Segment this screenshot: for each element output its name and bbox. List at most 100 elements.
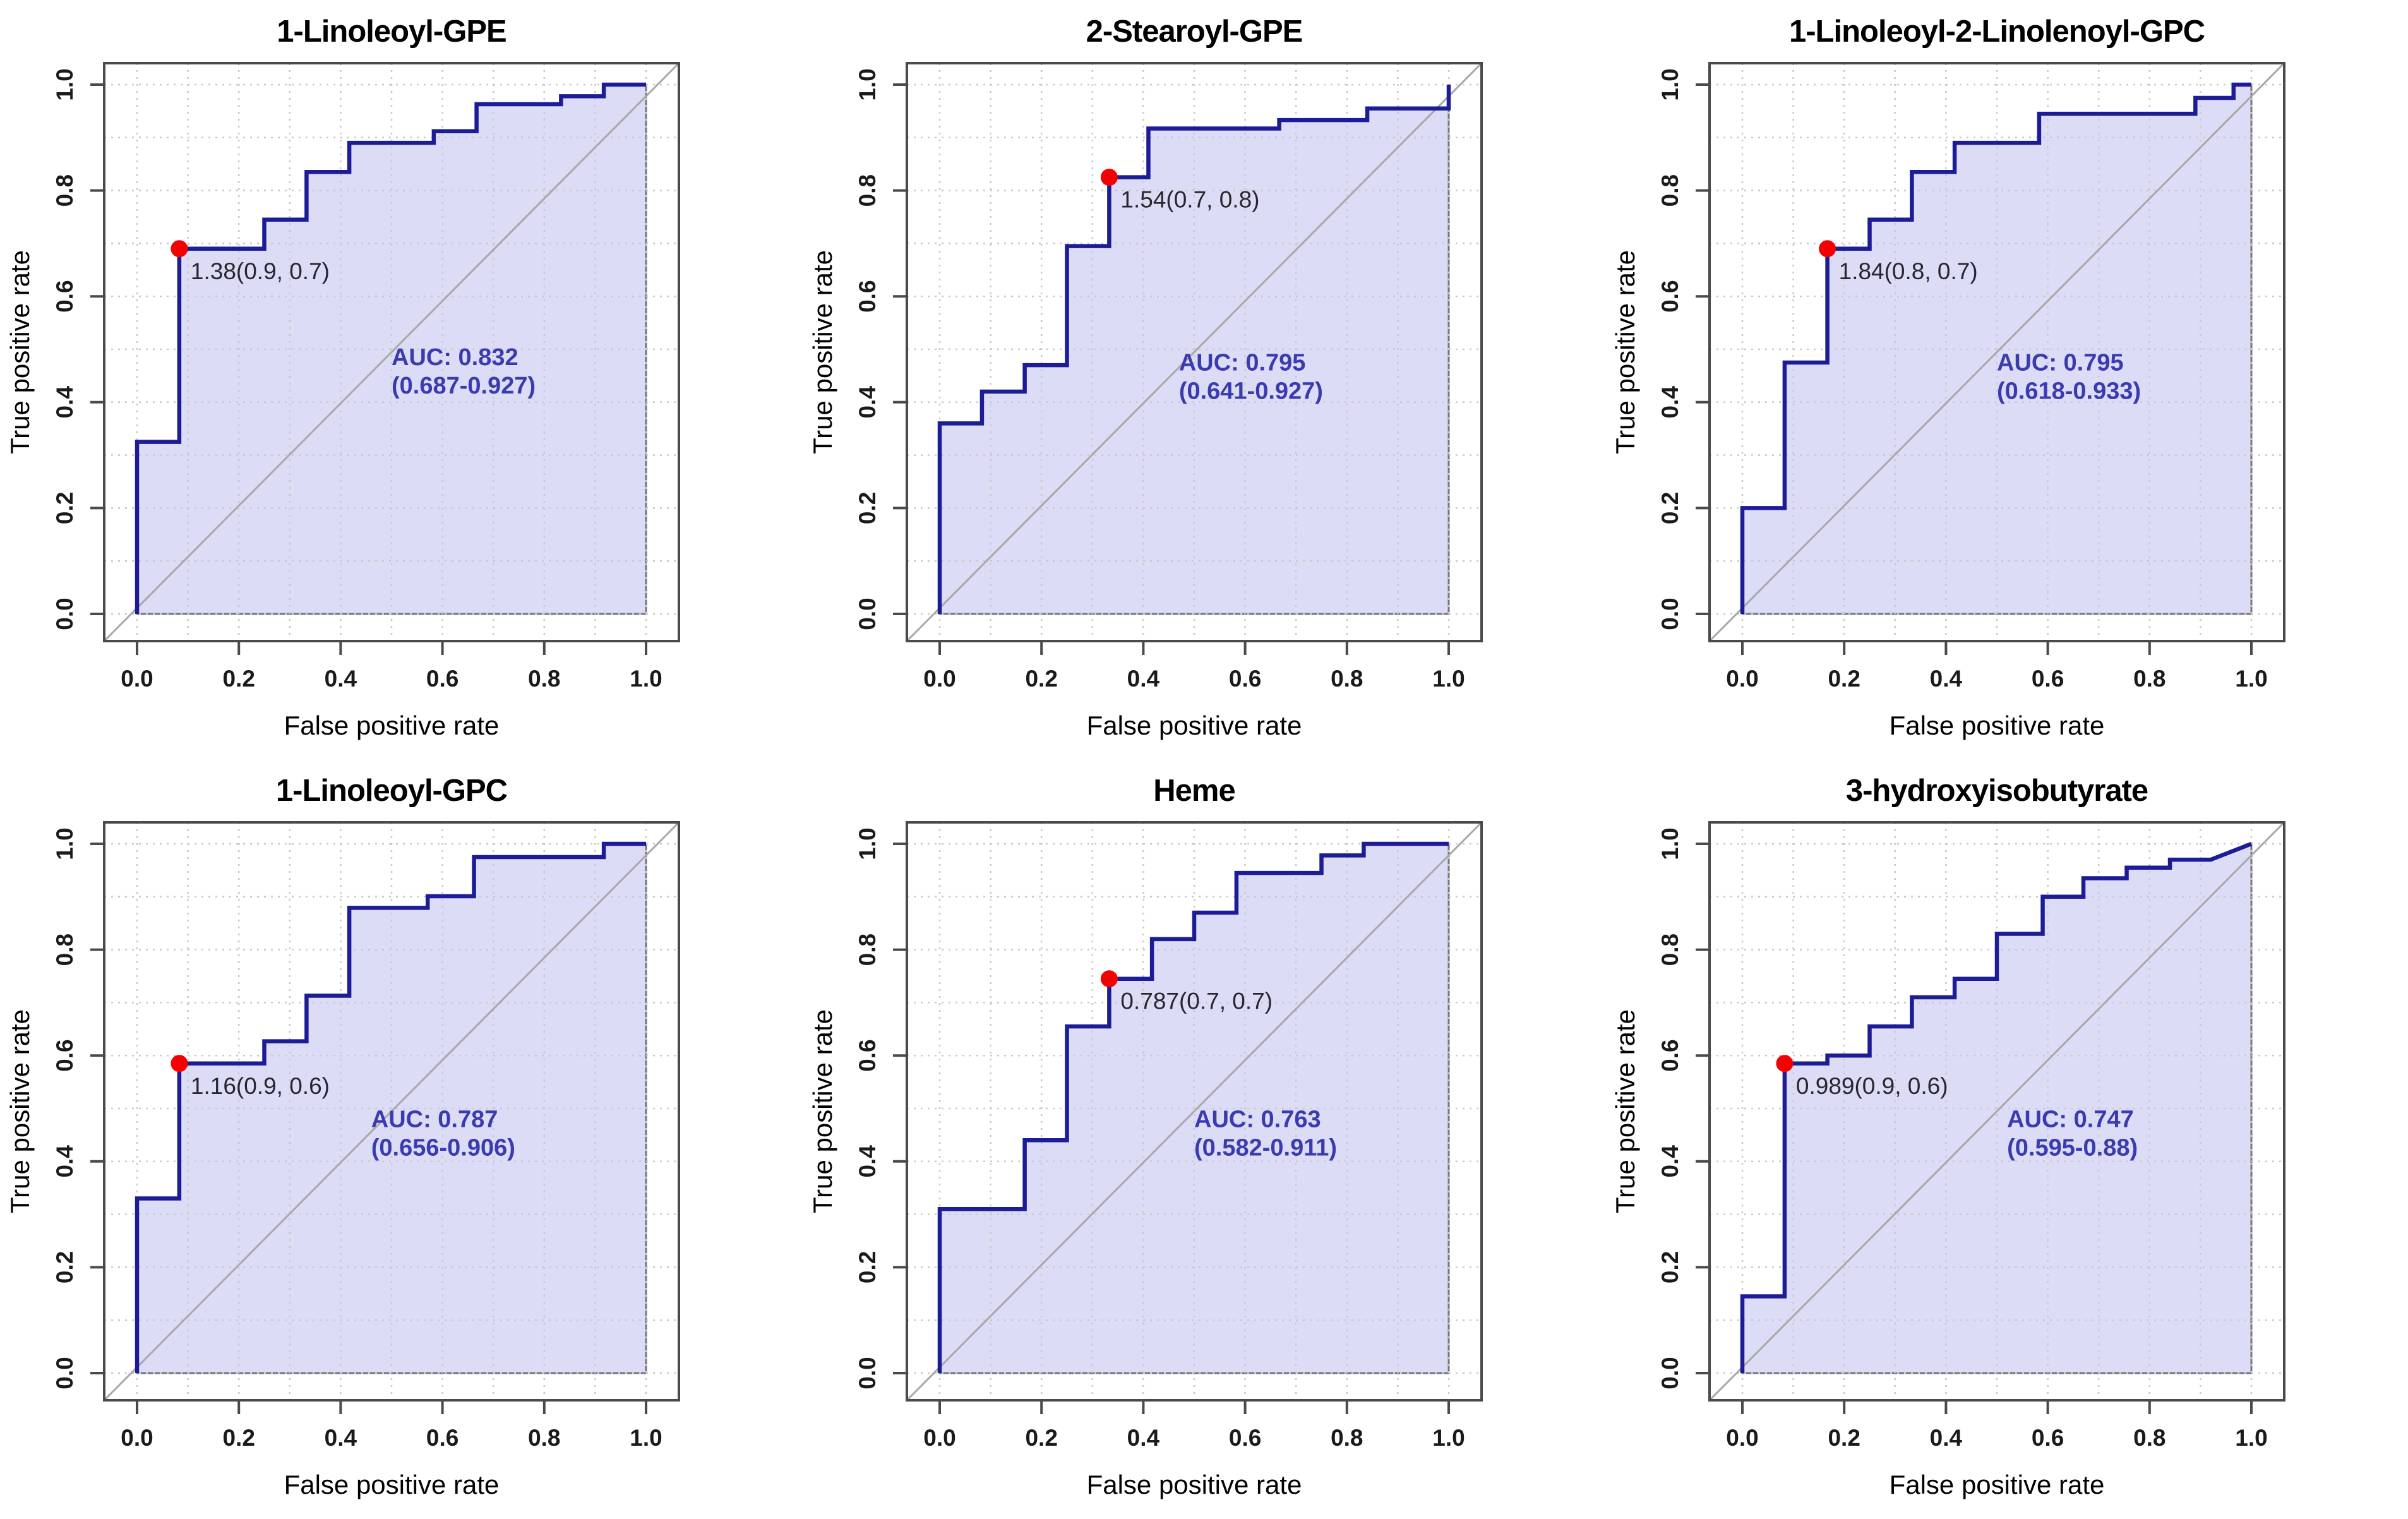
y-tick-label: 0.0	[1657, 1357, 1683, 1389]
x-axis-label: False positive rate	[1087, 711, 1302, 740]
x-tick-label: 0.6	[1229, 1425, 1261, 1451]
roc-plot-svg: 0.0 0.0 0.2 0.2 0.4 0.4 0.6 0.6 0.8 0.8 1.0 1.0 Fals…	[5, 62, 680, 740]
y-tick-label: 0.0	[1657, 597, 1683, 630]
x-axis-label: False positive rate	[1087, 1470, 1302, 1499]
x-tick-label: 0.0	[923, 666, 955, 692]
roc-plot-svg: 0.0 0.0 0.2 0.2 0.4 0.4 0.6 0.6 0.8 0.8 1.0 1.0 Fals…	[808, 62, 1483, 740]
x-tick-label: 0.8	[528, 1425, 560, 1451]
roc-curve	[1740, 82, 2251, 614]
x-tick-label: 0.6	[426, 666, 458, 692]
y-tick-label: 0.0	[52, 597, 78, 630]
x-tick-label: 0.0	[121, 666, 153, 692]
y-axis-label: True positive rate	[5, 1009, 35, 1213]
cutoff-label: 0.989(0.9, 0.6)	[1796, 1073, 1948, 1099]
y-tick-label: 0.0	[854, 597, 880, 630]
y-tick-label: 0.0	[52, 1357, 78, 1389]
y-tick-label: 0.4	[1657, 386, 1683, 419]
x-tick-label: 0.4	[1127, 1425, 1160, 1451]
chart-title: 1-Linoleoyl-GPC	[275, 774, 508, 808]
roc-panel-1: 1-Linoleoyl-GPE 0.0 0.0 0.2 0.2 0.4 0.4 0.6 0.6…	[0, 0, 803, 759]
x-tick-label: 0.2	[1828, 1425, 1860, 1451]
cutoff-label: 1.84(0.8, 0.7)	[1839, 258, 1978, 284]
y-tick-label: 1.0	[52, 68, 78, 100]
y-tick-label: 0.4	[1657, 1145, 1683, 1178]
diagonal-reference-line	[906, 62, 1483, 642]
y-tick-label: 1.0	[1657, 827, 1683, 860]
x-tick-label: 0.2	[1828, 666, 1860, 692]
y-tick-label: 0.8	[854, 934, 880, 966]
x-axis-label: False positive rate	[1890, 1470, 2105, 1499]
x-tick-label: 0.8	[1331, 1425, 1363, 1451]
x-tick-label: 1.0	[630, 666, 662, 692]
y-tick-label: 0.2	[1657, 492, 1683, 524]
roc-curve	[135, 841, 646, 1373]
x-tick-label: 0.4	[1930, 666, 1963, 692]
x-tick-label: 0.8	[1331, 666, 1363, 692]
y-tick-label: 0.4	[854, 386, 880, 419]
auc-ci-label: (0.595-0.88)	[2007, 1134, 2138, 1161]
y-tick-label: 0.2	[854, 1251, 880, 1283]
auc-value-label: AUC: 0.747	[2007, 1106, 2134, 1132]
cutoff-point	[171, 1055, 188, 1072]
cutoff-point	[1819, 240, 1836, 258]
x-tick-label: 1.0	[630, 1425, 662, 1451]
y-tick-label: 0.8	[52, 174, 78, 207]
x-tick-label: 0.0	[121, 1425, 153, 1451]
roc-plot-svg: 0.0 0.0 0.2 0.2 0.4 0.4 0.6 0.6 0.8 0.8 1.0 1.0 Fals…	[808, 821, 1483, 1499]
y-tick-label: 0.8	[1657, 174, 1683, 207]
x-tick-label: 0.4	[325, 1425, 357, 1451]
chart-title: Heme	[1153, 774, 1235, 808]
diagonal-reference-line	[103, 62, 680, 642]
y-axis-label: True positive rate	[1610, 1009, 1640, 1213]
chart-title: 3-hydroxyisobutyrate	[1845, 774, 2148, 808]
auc-value-label: AUC: 0.795	[1179, 350, 1306, 376]
x-tick-label: 0.8	[2133, 666, 2165, 692]
cutoff-label: 0.787(0.7, 0.7)	[1120, 988, 1273, 1014]
diagonal-reference-line	[1708, 821, 2285, 1402]
roc-panel-5: Heme 0.0 0.0 0.2 0.2 0.4 0.4 0.6 0.6 0.8 0.8 1.0 1.…	[803, 759, 1605, 1518]
y-tick-label: 0.8	[1657, 934, 1683, 966]
x-tick-label: 0.4	[1930, 1425, 1963, 1451]
chart-title: 1-Linoleoyl-GPE	[277, 15, 506, 49]
cutoff-label: 1.16(0.9, 0.6)	[191, 1073, 330, 1099]
y-axis-label: True positive rate	[808, 1009, 837, 1213]
axis-frame	[906, 821, 1483, 1402]
x-tick-label: 1.0	[2235, 666, 2267, 692]
auc-ci-label: (0.618-0.933)	[1997, 378, 2141, 405]
y-tick-label: 0.2	[52, 492, 78, 524]
y-tick-label: 0.4	[854, 1145, 880, 1178]
cutoff-point	[1776, 1055, 1794, 1072]
roc-plot-svg: 0.0 0.0 0.2 0.2 0.4 0.4 0.6 0.6 0.8 0.8 1.0 1.0 Fals…	[1610, 62, 2285, 740]
y-tick-label: 0.4	[52, 386, 78, 419]
roc-panel-3: 1-Linoleoyl-2-Linolenoyl-GPC 0.0 0.0 0.2 0.…	[1605, 0, 2408, 759]
diagonal-reference-line	[906, 821, 1483, 1402]
x-tick-label: 0.2	[222, 1425, 255, 1451]
roc-panel-6: 3-hydroxyisobutyrate 0.0 0.0 0.2 0.2 0.4 0.4 0…	[1605, 759, 2408, 1518]
cutoff-point	[1100, 970, 1118, 988]
auc-value-label: AUC: 0.787	[371, 1106, 498, 1132]
axis-frame	[103, 821, 680, 1402]
x-tick-label: 0.2	[1025, 666, 1057, 692]
x-axis-label: False positive rate	[1890, 711, 2105, 740]
diagonal-reference-line	[1708, 62, 2285, 642]
roc-curve	[1740, 841, 2253, 1373]
chart-title: 2-Stearoyl-GPE	[1086, 15, 1303, 49]
y-tick-label: 1.0	[854, 68, 880, 100]
x-tick-label: 0.6	[426, 1425, 458, 1451]
x-axis-label: False positive rate	[284, 1470, 500, 1499]
auc-ci-label: (0.687-0.927)	[392, 373, 536, 399]
x-tick-label: 0.0	[1726, 666, 1758, 692]
x-tick-label: 0.8	[528, 666, 560, 692]
auc-value-label: AUC: 0.763	[1194, 1106, 1321, 1132]
auc-ci-label: (0.582-0.911)	[1194, 1134, 1337, 1161]
axis-frame	[906, 62, 1483, 642]
x-tick-label: 0.0	[923, 1425, 955, 1451]
diagonal-reference-line	[103, 821, 680, 1402]
y-tick-label: 1.0	[52, 827, 78, 860]
y-tick-label: 0.8	[52, 934, 78, 966]
x-tick-label: 0.6	[2032, 1425, 2064, 1451]
y-tick-label: 0.2	[854, 492, 880, 524]
roc-panel-2: 2-Stearoyl-GPE 0.0 0.0 0.2 0.2 0.4 0.4 0.6 0.6 0…	[803, 0, 1605, 759]
x-tick-label: 0.2	[1025, 1425, 1057, 1451]
y-tick-label: 0.6	[854, 280, 880, 312]
